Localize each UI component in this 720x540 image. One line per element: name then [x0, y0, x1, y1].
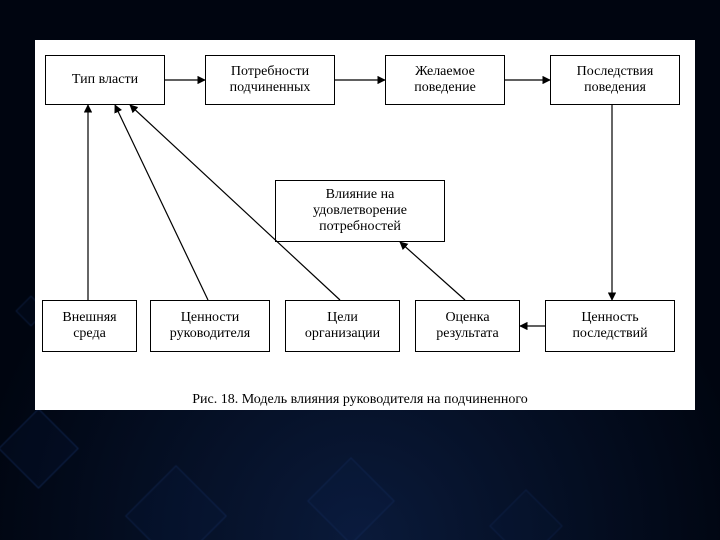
node-value-cons: Ценность последствий — [545, 300, 675, 352]
node-eval-result: Оценка результата — [415, 300, 520, 352]
decorative-square — [489, 489, 563, 540]
decorative-square — [307, 457, 395, 540]
node-label: Ценность последствий — [550, 310, 670, 342]
node-goals-org: Цели организации — [285, 300, 400, 352]
node-desired-beh: Желаемое поведение — [385, 55, 505, 105]
node-label: Ценности руководителя — [155, 310, 265, 342]
node-type-power: Тип власти — [45, 55, 165, 105]
slide-background: Тип власти Потребности подчиненных Желае… — [0, 0, 720, 540]
node-label: Желаемое поведение — [390, 64, 500, 96]
node-values-mgr: Ценности руководителя — [150, 300, 270, 352]
node-label: Цели организации — [290, 310, 395, 342]
node-label: Оценка результата — [420, 310, 515, 342]
node-label: Внешняя среда — [47, 310, 132, 342]
decorative-square — [0, 408, 79, 489]
node-consequences: Последствия поведения — [550, 55, 680, 105]
node-ext-env: Внешняя среда — [42, 300, 137, 352]
decorative-square — [125, 465, 227, 540]
figure-caption: Рис. 18. Модель влияния руководителя на … — [0, 392, 720, 408]
node-needs-sub: Потребности подчиненных — [205, 55, 335, 105]
node-label: Потребности подчиненных — [210, 64, 330, 96]
node-influence: Влияние на удовлетворение потребностей — [275, 180, 445, 242]
node-label: Тип власти — [72, 72, 138, 88]
node-label: Влияние на удовлетворение потребностей — [280, 187, 440, 235]
node-label: Последствия поведения — [555, 64, 675, 96]
